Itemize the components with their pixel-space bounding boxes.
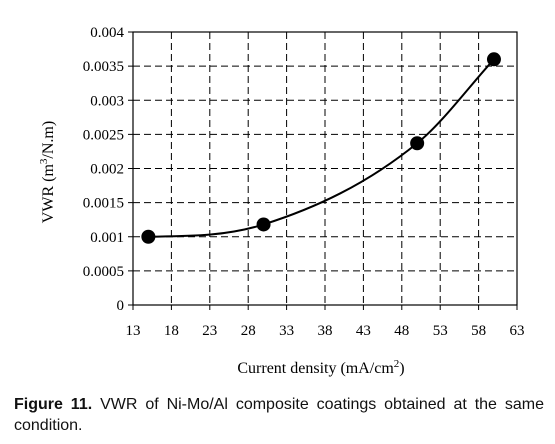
data-point [141,229,156,244]
data-point [486,52,501,67]
y-tick-label: 0.0025 [83,127,124,143]
chart: 0 0.0005 0.001 0.0015 0.002 0.0025 0.003 0.0035… [38,25,525,377]
caption-label: Figure 11. [14,396,93,413]
y-tick-label: 0.0015 [83,196,124,212]
x-tick-label: 13 [126,323,141,339]
x-tick-label: 53 [433,323,448,339]
x-tick-label: 58 [471,323,486,339]
x-axis-ticks: 13 18 23 28 33 38 43 48 53 58 63 [126,305,525,339]
caption-text: VWR of Ni-Mo/Al composite coatings obtai… [14,396,544,434]
y-tick-label: 0.0035 [83,59,124,75]
y-tick-label: 0.002 [90,162,124,178]
trend-line [148,58,495,238]
figure-caption: Figure 11. VWR of Ni-Mo/Al composite coa… [14,394,544,436]
data-point [256,217,271,232]
y-tick-label: 0.001 [90,230,124,246]
y-tick-label: 0 [117,298,125,314]
x-tick-label: 48 [394,323,409,339]
x-tick-label: 18 [164,323,179,339]
x-tick-label: 63 [510,323,525,339]
data-point [410,136,425,151]
x-tick-label: 33 [279,323,294,339]
y-tick-label: 0.003 [90,93,124,109]
grid [133,32,517,305]
y-axis-label: VWR (m3/N.m) [38,121,57,223]
x-tick-label: 43 [356,323,371,339]
x-axis-label: Current density (mA/cm2) [237,358,404,377]
x-tick-label: 38 [318,323,333,339]
x-tick-label: 23 [202,323,217,339]
x-tick-label: 28 [241,323,256,339]
y-axis-ticks: 0 0.0005 0.001 0.0015 0.002 0.0025 0.003 0.0035… [83,25,133,314]
y-tick-label: 0.0005 [83,264,124,280]
data-points [141,52,501,244]
y-tick-label: 0.004 [90,25,124,41]
